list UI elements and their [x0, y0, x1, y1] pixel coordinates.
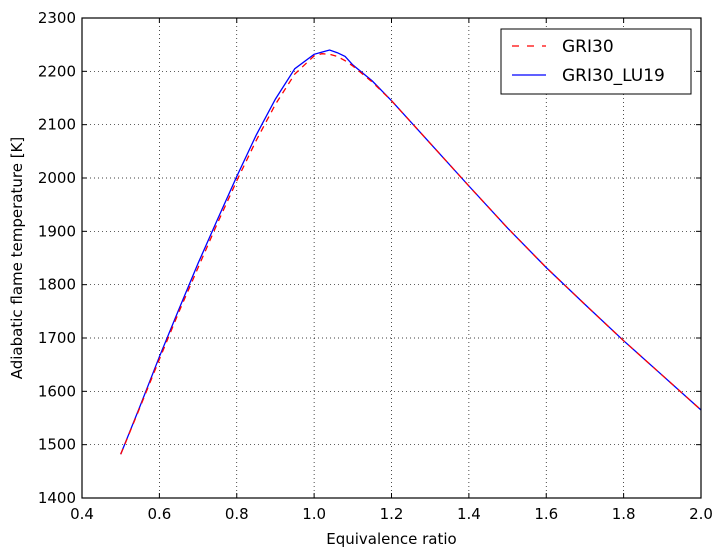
x-tick-label: 1.2 [380, 505, 404, 523]
x-tick-label: 1.4 [457, 505, 481, 523]
x-tick-label: 0.8 [225, 505, 249, 523]
legend-box [500, 28, 692, 95]
series-line-gri30-lu19 [120, 49, 702, 455]
y-tick-label: 1800 [38, 276, 76, 294]
axis-ticks [81, 17, 702, 499]
x-tick-label: 1.8 [612, 505, 636, 523]
series-line-gri30 [120, 53, 702, 455]
x-tick-label: 0.6 [147, 505, 171, 523]
y-tick-label: 1400 [38, 489, 76, 507]
x-tick-label: 2.0 [689, 505, 713, 523]
legend-label-gri30: GRI30 [562, 37, 614, 57]
y-tick-label: 2200 [38, 62, 76, 80]
y-axis-label: Adiabatic flame temperature [K] [8, 137, 26, 380]
y-tick-label: 1600 [38, 382, 76, 400]
legend-label-gri30-lu19: GRI30_LU19 [562, 66, 665, 86]
x-tick-label: 1.6 [534, 505, 558, 523]
y-tick-label: 1700 [38, 329, 76, 347]
x-axis-label: Equivalence ratio [326, 530, 456, 548]
y-tick-label: 2300 [38, 9, 76, 27]
y-tick-label: 2100 [38, 116, 76, 134]
x-tick-label: 1.0 [302, 505, 326, 523]
tick-labels: 0.4 0.6 0.8 1.0 1.2 1.4 1.6 1.8 2.0 1400 1500 1600 1… [38, 9, 713, 523]
series-layer [120, 49, 702, 455]
legend: GRI30 GRI30_LU19 [500, 28, 692, 95]
y-tick-label: 2000 [38, 169, 76, 187]
x-tick-label: 0.4 [70, 505, 94, 523]
y-tick-label: 1900 [38, 222, 76, 240]
y-tick-label: 1500 [38, 436, 76, 454]
